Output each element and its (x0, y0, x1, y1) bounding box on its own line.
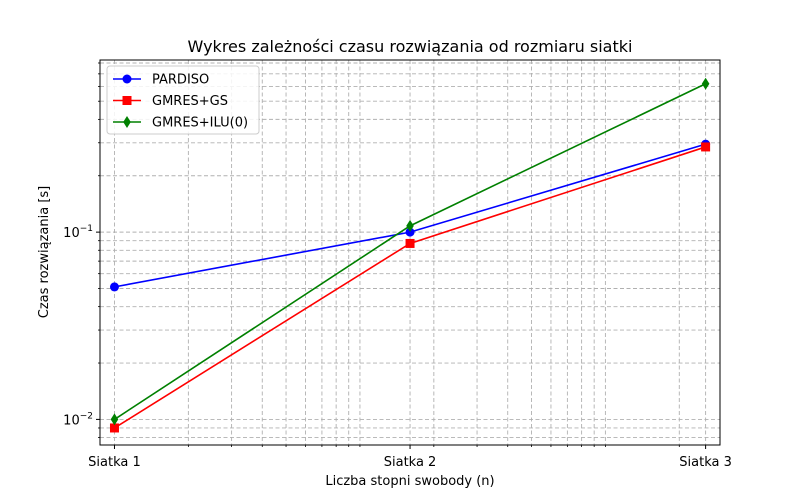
y-tick-label: 10−2 (63, 411, 93, 428)
series-3 (110, 77, 710, 426)
y-tick-label-base: 10 (63, 226, 80, 241)
data-point (701, 142, 711, 152)
data-point (109, 423, 119, 433)
legend-item: GMRES+ILU(0) (113, 116, 248, 131)
x-axis-label: Liczba stopni swobody (n) (325, 474, 494, 489)
x-tick-label: Siatka 3 (679, 455, 732, 470)
legend-box (106, 65, 260, 135)
series (109, 77, 711, 433)
data-point (406, 219, 414, 232)
data-point (405, 227, 415, 237)
chart-title: Wykres zależności czasu rozwiązania od r… (188, 37, 633, 56)
legend-item: PARDISO (113, 73, 209, 88)
legend-marker (122, 74, 132, 84)
y-axis-label: Czas rozwiązania [s] (37, 186, 52, 318)
x-tick-label: Siatka 2 (384, 455, 437, 470)
y-tick-label-base: 10 (63, 413, 80, 428)
y-tick-label-exponent: −2 (80, 411, 93, 421)
series-2 (109, 142, 711, 433)
y-tick-label: 10−1 (63, 224, 93, 241)
legend-label: PARDISO (152, 73, 209, 88)
y-tick-label-exponent: −1 (80, 224, 93, 234)
data-point (109, 282, 119, 292)
legend-marker (122, 96, 132, 105)
legend-item: GMRES+GS (113, 94, 228, 109)
ticks: Siatka 1 Siatka 2 Siatka 310−210−1 (63, 62, 732, 470)
data-point (110, 413, 119, 426)
legend-label: GMRES+ILU(0) (152, 116, 248, 131)
legend-label: GMRES+GS (152, 94, 228, 109)
data-point (405, 238, 415, 248)
x-tick-label: Siatka 1 (88, 455, 141, 470)
legend-marker (123, 116, 131, 128)
data-point (701, 77, 710, 90)
legend: PARDISO GMRES+GS GMRES+ILU(0) (106, 65, 260, 135)
